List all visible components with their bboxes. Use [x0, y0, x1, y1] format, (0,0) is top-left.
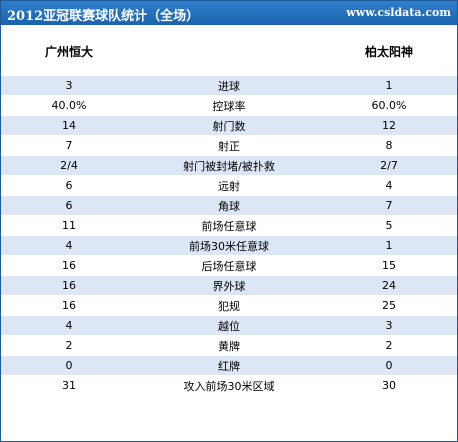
- table-row: 3 进球 1: [1, 75, 457, 95]
- home-value: 14: [62, 119, 76, 132]
- stat-label: 界外球: [212, 279, 246, 293]
- stat-label: 攻入前场30米区域: [183, 379, 275, 393]
- stat-label: 黄牌: [218, 339, 240, 353]
- away-value: 0: [385, 359, 393, 372]
- stat-label: 射门数: [212, 119, 246, 133]
- stat-label: 角球: [218, 199, 240, 213]
- table-row: 16 界外球 24: [1, 275, 457, 295]
- away-value: 8: [385, 139, 393, 152]
- stat-label: 控球率: [212, 99, 246, 113]
- away-value: 24: [382, 279, 396, 292]
- home-value: 2/4: [60, 159, 78, 172]
- away-value: 5: [385, 219, 393, 232]
- away-value: 1: [385, 79, 393, 92]
- home-value: 16: [62, 279, 76, 292]
- table-row: 14 射门数 12: [1, 115, 457, 135]
- home-value: 2: [65, 339, 73, 352]
- away-value: 4: [385, 179, 393, 192]
- stat-label: 越位: [218, 319, 240, 333]
- table-title: 2012亚冠联赛球队统计（全场）: [7, 9, 200, 24]
- stat-label: 后场任意球: [201, 259, 257, 273]
- stat-label: 红牌: [218, 359, 240, 373]
- home-value: 4: [65, 239, 73, 252]
- table-row: 2/4 射门被封堵/被扑救 2/7: [1, 155, 457, 175]
- stat-label: 进球: [218, 79, 240, 93]
- away-value: 12: [382, 119, 396, 132]
- stat-label: 射门被封堵/被扑救: [183, 159, 275, 173]
- stat-label: 射正: [218, 139, 240, 153]
- title-bar: 2012亚冠联赛球队统计（全场） www.csldata.com: [1, 1, 457, 25]
- stat-label: 犯规: [218, 299, 240, 313]
- home-value: 11: [62, 219, 76, 232]
- table-row: 40.0% 控球率 60.0%: [1, 95, 457, 115]
- table-row: 7 射正 8: [1, 135, 457, 155]
- table-row: 6 远射 4: [1, 175, 457, 195]
- table-row: 16 犯规 25: [1, 295, 457, 315]
- home-value: 6: [65, 199, 73, 212]
- home-value: 4: [65, 319, 73, 332]
- table-row: 0 红牌 0: [1, 355, 457, 375]
- site-url: www.csldata.com: [346, 6, 451, 19]
- away-value: 30: [382, 379, 396, 392]
- table-row: 31 攻入前场30米区域 30: [1, 375, 457, 395]
- home-value: 31: [62, 379, 76, 392]
- home-value: 16: [62, 299, 76, 312]
- table-row: 2 黄牌 2: [1, 335, 457, 355]
- away-value: 2: [385, 339, 393, 352]
- table-row: 6 角球 7: [1, 195, 457, 215]
- stat-label: 远射: [218, 179, 240, 193]
- home-value: 0: [65, 359, 73, 372]
- away-value: 2/7: [380, 159, 398, 172]
- away-value: 60.0%: [371, 99, 407, 112]
- stat-label: 前场30米任意球: [189, 239, 269, 253]
- home-value: 3: [65, 79, 73, 92]
- home-value: 6: [65, 179, 73, 192]
- away-value: 3: [385, 319, 393, 332]
- stats-rows: 3 进球 1 40.0% 控球率 60.0% 14 射门数 12 7 射正 8 2/4 射门被封堵/被扑救…: [1, 75, 457, 395]
- stat-label: 前场任意球: [201, 219, 257, 233]
- home-value: 40.0%: [51, 99, 87, 112]
- away-team-name: 柏太阳神: [364, 45, 413, 59]
- table-row: 11 前场任意球 5: [1, 215, 457, 235]
- home-team-name: 广州恒大: [45, 45, 94, 59]
- home-value: 7: [65, 139, 73, 152]
- table-row: 4 前场30米任意球 1: [1, 235, 457, 255]
- away-value: 15: [382, 259, 396, 272]
- table-row: 4 越位 3: [1, 315, 457, 335]
- home-value: 16: [62, 259, 76, 272]
- away-value: 7: [385, 199, 393, 212]
- team-header: 广州恒大 柏太阳神: [1, 25, 457, 75]
- away-value: 25: [382, 299, 396, 312]
- table-row: 16 后场任意球 15: [1, 255, 457, 275]
- away-value: 1: [385, 239, 393, 252]
